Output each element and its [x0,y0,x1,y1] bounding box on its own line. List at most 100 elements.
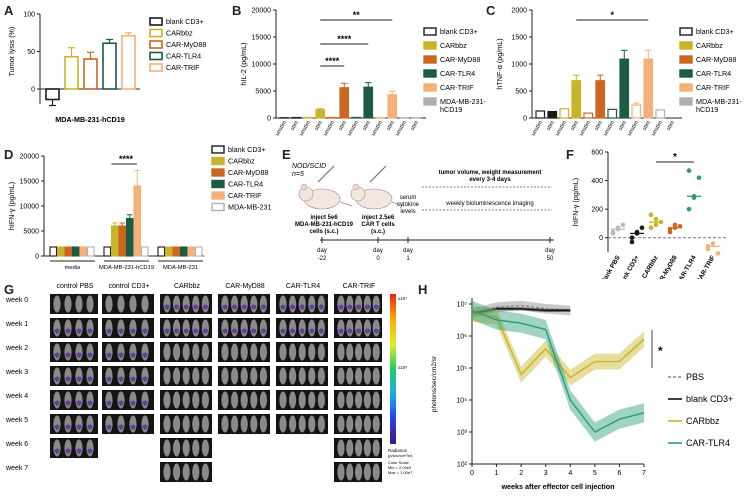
g-mouse-0-6-3 [86,439,94,457]
g-mouse-4-1-2 [298,319,306,337]
g-signal-core-5-1-1 [348,329,351,333]
b-bar-2 [303,116,314,119]
g-mouse-1-1-1 [117,319,125,337]
g-mouse-1-3-3 [141,367,149,385]
g-scale-note1: Color Scale [388,460,409,465]
g-mouse-5-1-4 [372,319,380,337]
b-sig-label-2: ** [353,10,361,20]
g-mouse-5-6-2 [355,439,363,457]
g-mouse-0-6-2 [75,439,83,457]
g-image-0-3 [50,366,98,386]
g-signal-core-1-5-0 [107,425,111,429]
g-week-label-6: week 6 [5,441,28,448]
panel-label-c: C [486,3,496,18]
b-legend-label-2: CAR-MyD88 [440,55,480,64]
d-y-tick-label-3: 15000 [20,179,40,186]
g-mouse-4-1-0 [279,319,287,337]
g-mouse-3-0-2 [240,295,248,313]
g-mouse-5-3-2 [355,367,363,385]
b-x-tick-label-9: stim [386,120,396,132]
b-legend-swatch-3 [423,69,437,78]
g-mouse-5-4-2 [355,391,363,409]
step1-line1: inject 5e6 [310,215,338,221]
d-y-label: hIFN-γ (pg/mL) [7,182,16,230]
g-mouse-4-1-1 [289,319,297,337]
h-x-tick-label-0: 0 [470,470,474,477]
g-signal-core-1-2-1 [119,353,123,357]
c-bar-2 [559,108,570,119]
g-mouse-3-0-4 [259,295,267,313]
g-scale-label: Radiance [388,448,408,453]
imaging-label: weekly bioluminescence imaging [445,201,533,207]
g-signal-core-2-1-0 [165,329,169,333]
g-mouse-5-3-4 [372,367,380,385]
b-y-tick-label-3: 15000 [252,35,272,42]
g-image-0-5 [50,414,98,434]
day-word-3: day [403,248,413,254]
d-bar-1-5 [140,246,149,257]
g-mouse-3-1-4 [259,319,267,337]
g-mouse-4-5-3 [308,415,316,433]
d-bar-0-5 [86,246,95,257]
b-legend-label-0: blank CD3+ [440,27,478,36]
g-mouse-5-3-1 [346,367,354,385]
g-signal-core-3-0-1 [233,305,236,309]
g-mouse-0-3-3 [86,367,94,385]
d-legend-label-0: blank CD3+ [228,145,266,154]
g-mouse-3-2-0 [221,343,229,361]
c-y-tick-label-0: 0 [523,116,527,123]
h-x-tick-label-1: 1 [495,470,499,477]
b-x-tick-label-8: unstim [371,120,385,137]
mouse-illustration-1 [298,165,353,210]
g-mouse-1-0-0 [105,295,113,313]
g-mouse-0-1-2 [75,319,83,337]
d-bar-1-3 [125,217,134,257]
d-y-tick-label-1: 5000 [23,229,39,236]
c-x-tick-label-6: unstim [603,120,617,137]
c-bar-5 [595,80,606,119]
d-bar-2-1 [164,246,173,257]
c-y-tick-label-1: 500 [515,89,527,96]
g-image-1-1 [102,318,154,338]
f-x-tick-label-5: CAR-TRIF [695,254,716,279]
g-mouse-5-6-4 [372,439,380,457]
c-x-tick-label-4: unstim [579,120,593,137]
g-signal-core-0-2-2 [77,353,81,357]
g-mouse-3-4-0 [221,391,229,409]
g-mouse-2-4-3 [192,391,200,409]
g-signal-core-2-0-1 [175,305,178,309]
g-mouse-4-2-2 [298,343,306,361]
d-legend-swatch-1 [211,156,225,166]
g-mouse-2-3-1 [173,367,181,385]
c-bar-7 [619,58,630,119]
g-mouse-2-2-2 [182,343,190,361]
g-mouse-1-5-3 [141,415,149,433]
g-mouse-4-4-1 [289,391,297,409]
c-legend-label-5-cont: hCD19 [696,105,718,114]
g-signal-core-2-1-2 [185,329,188,333]
g-mouse-5-1-3 [363,319,371,337]
g-signal-core-5-0-4 [375,305,378,309]
h-y-tick-label-1: 10³ [457,430,468,437]
g-signal-core-0-5-2 [77,425,81,429]
g-mouse-1-4-2 [129,391,137,409]
g-mouse-1-0-3 [141,295,149,313]
d-legend-label-4: CAR-TRIF [228,191,262,200]
g-signal-core-0-2-3 [88,353,92,357]
g-signal-core-4-0-0 [281,305,285,309]
g-column-label-1: control CD3+ [108,283,149,290]
g-mouse-2-3-2 [182,367,190,385]
c-bar-1 [547,110,558,119]
g-signal-core-0-6-2 [77,449,81,453]
g-mouse-2-6-0 [163,439,171,457]
g-mouse-5-4-1 [346,391,354,409]
a-bar-3 [102,42,117,90]
g-image-0-0 [50,294,98,314]
b-bar-8 [375,116,386,119]
h-y-tick-label-3: 10⁵ [456,366,467,373]
g-mouse-5-5-1 [346,415,354,433]
chart-h: 10² 10³ 10⁴ 10⁵ 10⁶ 10⁷ 0 1 2 3 4 5 6 7 weeks after ef… [431,298,733,491]
g-scale-note3: Max = 1.00e7 [388,470,413,475]
